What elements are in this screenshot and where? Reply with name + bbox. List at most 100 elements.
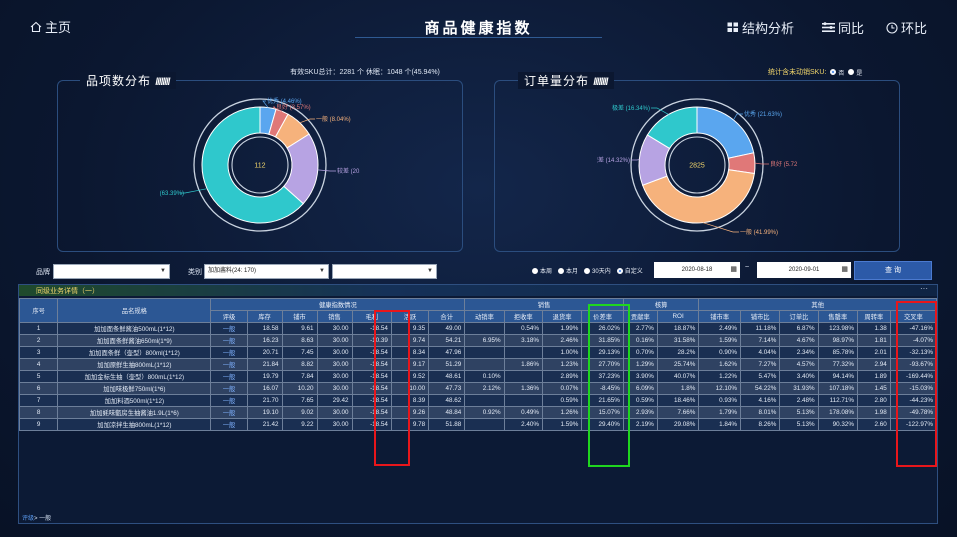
table-cell: 112.71% (817, 394, 859, 407)
donut-slice[interactable] (201, 106, 304, 224)
grid-icon (727, 22, 738, 32)
table-cell[interactable]: 一般 (210, 334, 248, 347)
table-cell: 30.00 (316, 370, 353, 383)
column-header[interactable]: 铺市 (281, 310, 318, 323)
table-cell: 107.18% (817, 382, 859, 395)
column-header[interactable]: 活跃 (390, 310, 430, 323)
column-header[interactable]: 动销率 (464, 310, 505, 323)
table-row[interactable]: 2 加加面条鲜酱油650ml(1*9) 一般 16.23 8.63 30.00 -10.39… (18, 334, 938, 347)
name-header: 品名规格 (57, 298, 212, 323)
table-cell: 9 (18, 418, 59, 431)
yoy-button[interactable]: 同比 (822, 18, 864, 37)
table-cell: 加加面条鲜酱油500mL(1*12) (57, 322, 212, 335)
table-cell[interactable]: 一般 (210, 358, 248, 371)
table-cell: 8.39 (390, 394, 430, 407)
category-select[interactable]: 加加酱料(24: 170) ▼ (204, 264, 329, 279)
period-week[interactable]: 本周 (532, 266, 552, 275)
breadcrumb: 评级> 一般 (22, 513, 51, 522)
table-cell[interactable]: 一般 (210, 406, 248, 419)
column-header[interactable]: 售罄率 (817, 310, 859, 323)
date-to-input[interactable]: 2020-09-01 ▦ (757, 262, 851, 278)
toggle-no[interactable]: 否 (830, 68, 844, 77)
home-link[interactable]: 主页 (30, 17, 71, 36)
table-cell: 16.23 (246, 334, 283, 347)
table-row[interactable]: 5 加加金标生抽（壶型）800mL(1*12) 一般 19.79 7.84 30.00 -1… (18, 370, 938, 383)
column-header[interactable]: 毛利 (351, 310, 392, 323)
table-row[interactable]: 9 加加凉拌生抽800mL(1*12) 一般 21.42 9.22 30.00 -18.54… (18, 418, 938, 431)
column-header[interactable]: ROI (656, 310, 700, 323)
table-cell: 1.38 (857, 322, 891, 335)
table-cell: 178.08% (817, 406, 859, 419)
mom-button[interactable]: 环比 (886, 18, 927, 37)
period-week-label: 本周 (540, 269, 553, 275)
structure-analysis-button[interactable]: 结构分析 (727, 18, 794, 37)
donut-slice[interactable] (646, 106, 698, 150)
table-cell[interactable]: 一般 (210, 346, 248, 359)
table-cell: 1.81 (857, 334, 891, 347)
table-row[interactable]: 4 加加原鲜生抽800mL(1*12) 一般 21.84 8.82 30.00 -18.54… (18, 358, 938, 371)
column-header[interactable]: 评级 (210, 310, 248, 323)
date-from-input[interactable]: 2020-08-18 ▦ (654, 262, 740, 278)
table-cell: 0.54% (503, 322, 543, 335)
toggle-yes[interactable]: 是 (848, 68, 862, 77)
leader-line (180, 188, 208, 194)
subcategory-select[interactable]: ▼ (332, 264, 437, 279)
table-cell: 7.45 (281, 346, 318, 359)
leader-line (754, 162, 769, 165)
table-cell: 2.46% (541, 334, 583, 347)
column-header[interactable]: 订单比 (779, 310, 819, 323)
table-cell: 1.22% (698, 370, 741, 383)
table-cell: 9.74 (390, 334, 430, 347)
table-cell: 0.92% (464, 406, 505, 419)
table-cell: 123.98% (817, 322, 859, 335)
column-header[interactable]: 拒收率 (503, 310, 543, 323)
table-row[interactable]: 3 加加面条鲜（壶型）800ml(1*12) 一般 20.71 7.45 30.00 -18… (18, 346, 938, 359)
table-cell (464, 358, 505, 371)
column-header[interactable]: 库存 (246, 310, 283, 323)
table-row[interactable]: 8 加加蚝味甑房生抽酱油1.9L(1*6) 一般 19.10 9.02 30.00 -18.… (18, 406, 938, 419)
table-cell[interactable]: 一般 (210, 394, 248, 407)
table-cell: 30.00 (316, 322, 353, 335)
table-cell: 29.42 (316, 394, 353, 407)
column-header[interactable]: 退货率 (541, 310, 583, 323)
period-custom[interactable]: 自定义 (616, 266, 643, 275)
table-cell: 7.14% (739, 334, 781, 347)
table-cell: 30.00 (316, 382, 353, 395)
table-cell: 6.09% (622, 382, 658, 395)
table-row[interactable]: 1 加加面条鲜酱油500mL(1*12) 一般 18.58 9.61 30.00 -18.5… (18, 322, 938, 335)
table-cell: 21.70 (246, 394, 283, 407)
chevron-down-icon: ▼ (427, 268, 433, 274)
donut-slice[interactable] (641, 169, 755, 224)
column-header[interactable]: 价差率 (581, 310, 624, 323)
table-cell: -122.97% (889, 418, 938, 431)
table-cell[interactable]: 一般 (210, 418, 248, 431)
table-cell[interactable]: 一般 (210, 322, 248, 335)
period-month[interactable]: 本月 (558, 266, 578, 275)
table-cell: 18.87% (656, 322, 700, 335)
column-header[interactable]: 贡献率 (622, 310, 658, 323)
column-header[interactable]: 铺市比 (739, 310, 781, 323)
leader-line (262, 100, 269, 108)
table-cell[interactable]: 一般 (210, 382, 248, 395)
brand-select[interactable]: ▼ (53, 264, 170, 279)
table-cell: 5.47% (739, 370, 781, 383)
table-cell: 1.45 (857, 382, 891, 395)
more-icon[interactable]: ··· (920, 284, 928, 293)
table-cell: -49.78% (889, 406, 938, 419)
table-row[interactable]: 7 加加料酒500ml(1*12) 一般 21.70 7.65 29.42 -18.54 8.… (18, 394, 938, 407)
table-cell: 1.99% (541, 322, 583, 335)
table-cell: -18.54 (351, 406, 392, 419)
table-row[interactable]: 6 加加味极鲜750ml(1*6) 一般 16.07 10.20 30.00 -18.54 1… (18, 382, 938, 395)
table-cell: 8.01% (739, 406, 781, 419)
column-header[interactable]: 合计 (428, 310, 466, 323)
table-cell: -18.54 (351, 322, 392, 335)
home-icon (30, 21, 42, 32)
period-30days[interactable]: 30天内 (584, 266, 611, 275)
column-header[interactable]: 销售 (316, 310, 353, 323)
breadcrumb-link[interactable]: 评级 (22, 516, 35, 522)
table-cell: 加加料酒500ml(1*12) (57, 394, 212, 407)
column-header[interactable]: 铺市率 (698, 310, 741, 323)
query-button[interactable]: 查 询 (854, 261, 932, 280)
column-header[interactable]: 周转率 (857, 310, 891, 323)
table-cell[interactable]: 一般 (210, 370, 248, 383)
